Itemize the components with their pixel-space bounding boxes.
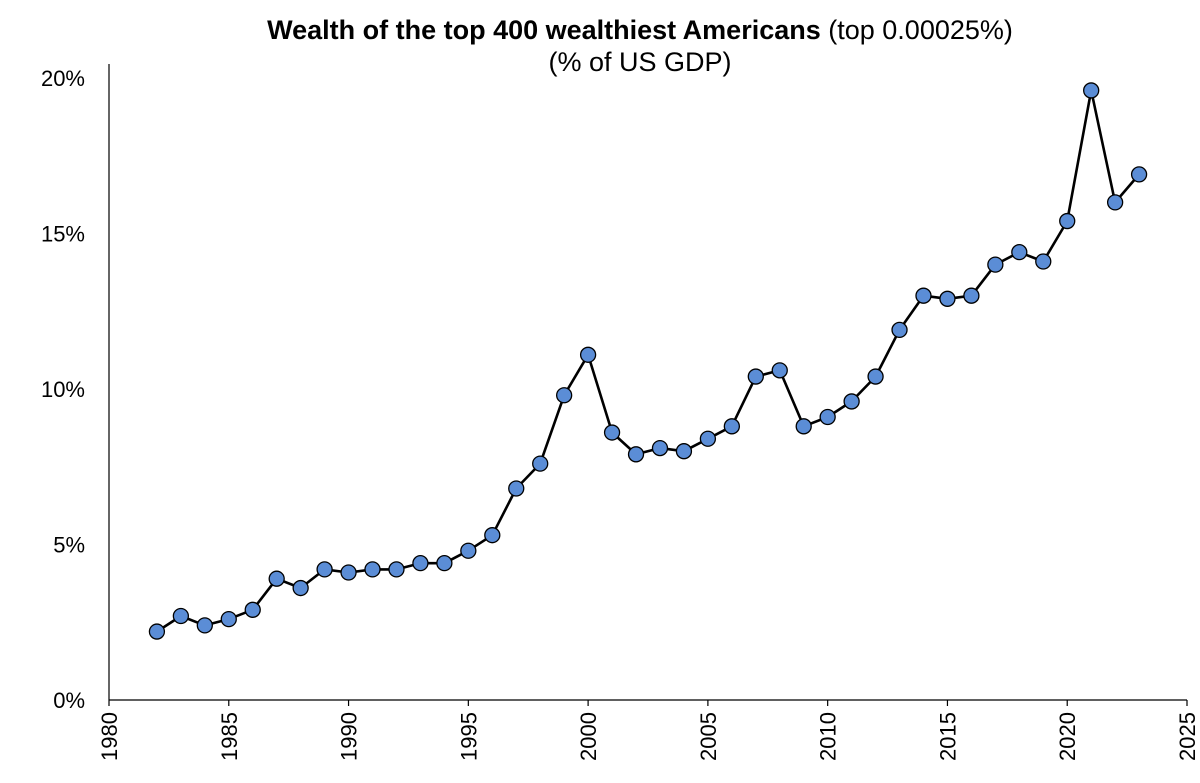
chart-axes bbox=[108, 64, 1188, 706]
x-axis-tick-label: 2015 bbox=[935, 712, 960, 761]
y-axis-tick-label: 5% bbox=[53, 533, 85, 558]
data-point bbox=[939, 290, 956, 307]
data-point bbox=[340, 564, 357, 581]
y-axis-tick-label: 10% bbox=[41, 377, 85, 402]
data-point bbox=[987, 256, 1004, 273]
data-point bbox=[675, 443, 693, 460]
data-point bbox=[891, 321, 908, 339]
data-point bbox=[460, 542, 477, 559]
data-point bbox=[268, 570, 285, 587]
x-axis-tick-label: 2025 bbox=[1175, 712, 1200, 761]
y-axis-tick-labels: 0% 5% 10% 15% 20% bbox=[41, 66, 85, 713]
data-point bbox=[747, 368, 764, 385]
data-point bbox=[1011, 244, 1028, 261]
series-group bbox=[148, 82, 1148, 640]
x-axis-tick-label: 1980 bbox=[97, 712, 122, 761]
chart-subtitle: (% of US GDP) bbox=[548, 47, 732, 77]
y-axis-tick-label: 0% bbox=[53, 688, 85, 713]
data-point bbox=[723, 418, 740, 435]
data-point bbox=[1035, 253, 1052, 270]
data-point bbox=[364, 561, 381, 578]
x-axis-tick-labels: 1980 1985 1990 1995 2000 2005 2010 2015 2020 2025 bbox=[97, 712, 1200, 761]
data-point bbox=[603, 424, 621, 441]
data-point bbox=[196, 617, 213, 634]
data-point bbox=[1106, 194, 1124, 211]
x-axis-tick-label: 1995 bbox=[456, 712, 481, 761]
data-point bbox=[1083, 82, 1100, 99]
data-point bbox=[1130, 166, 1148, 183]
y-axis-tick-label: 15% bbox=[41, 222, 85, 247]
x-axis-tick-label: 2020 bbox=[1055, 712, 1080, 761]
data-point bbox=[412, 555, 429, 572]
data-point bbox=[316, 561, 333, 578]
chart-title-bold: Wealth of the top 400 wealthiest America… bbox=[267, 15, 821, 45]
data-point bbox=[963, 287, 980, 304]
data-point bbox=[771, 362, 788, 379]
series-line bbox=[156, 89, 1141, 633]
data-point bbox=[508, 480, 525, 497]
x-axis-tick-label: 2000 bbox=[576, 712, 601, 761]
chart-title: Wealth of the top 400 wealthiest America… bbox=[40, 14, 1200, 78]
data-point bbox=[244, 601, 261, 618]
data-point bbox=[1059, 212, 1076, 230]
data-point bbox=[699, 430, 717, 447]
data-point bbox=[292, 579, 309, 597]
data-point bbox=[220, 610, 237, 628]
data-point bbox=[484, 527, 501, 544]
data-point bbox=[867, 368, 884, 385]
x-axis-tick-label: 1990 bbox=[337, 712, 362, 761]
data-point bbox=[915, 287, 932, 304]
data-point bbox=[651, 439, 669, 457]
x-axis-tick-label: 2010 bbox=[816, 712, 841, 761]
data-point bbox=[436, 555, 453, 572]
data-point bbox=[172, 607, 190, 625]
x-axis-tick-label: 2005 bbox=[696, 712, 721, 761]
data-point bbox=[556, 387, 573, 404]
data-point bbox=[148, 623, 166, 640]
data-point bbox=[627, 446, 645, 463]
data-point bbox=[388, 561, 405, 578]
data-point bbox=[819, 408, 836, 426]
data-point bbox=[532, 455, 549, 472]
y-axis-tick-label: 20% bbox=[41, 66, 85, 91]
chart-title-rest: (top 0.00025%) bbox=[828, 15, 1013, 45]
data-point bbox=[843, 393, 860, 410]
data-point bbox=[579, 346, 597, 363]
chart-title-line: Wealth of the top 400 wealthiest America… bbox=[40, 14, 1200, 46]
x-axis-tick-label: 1985 bbox=[217, 712, 242, 761]
data-point bbox=[795, 418, 812, 435]
